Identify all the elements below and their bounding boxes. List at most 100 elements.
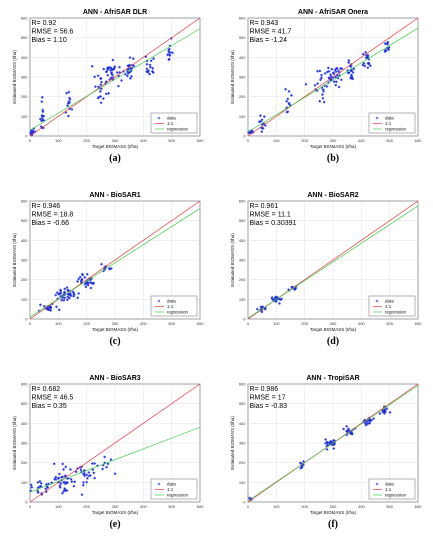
regression-line (30, 208, 200, 318)
data-point (80, 278, 84, 282)
data-point (347, 427, 350, 431)
chart-svg-b: 0 100 200 300 400 500 600 0 100 200 300 400 500 600 Ta… (230, 9, 422, 149)
y-tick-label: 100 (21, 480, 28, 485)
data-point (99, 95, 102, 98)
data-point (126, 74, 129, 78)
x-tick-label: 0 (29, 321, 32, 326)
x-tick-label: 400 (140, 504, 147, 509)
y-tick-label: 400 (21, 238, 28, 243)
data-point (319, 78, 322, 82)
data-point (83, 276, 87, 279)
data-point (279, 298, 282, 302)
data-point (316, 69, 319, 73)
x-tick-label: 300 (330, 321, 337, 326)
data-point (85, 480, 88, 484)
data-point (73, 480, 76, 484)
data-point (63, 291, 67, 294)
data-point (55, 291, 59, 294)
stat-label: Bias = 0.35 (32, 403, 67, 410)
data-point (57, 308, 61, 312)
data-point (128, 63, 131, 67)
legend-label: data (167, 482, 176, 487)
data-point (340, 67, 344, 71)
data-point (68, 296, 71, 300)
x-tick-label: 600 (197, 138, 204, 143)
y-tick-label: 400 (239, 421, 246, 426)
data-point (370, 419, 373, 422)
y-tick-label: 500 (21, 218, 28, 223)
data-point (145, 62, 149, 66)
data-point (63, 287, 67, 291)
x-axis-label: Target BIOMASS (t/ha) (92, 510, 139, 515)
x-tick-label: 400 (140, 321, 147, 326)
x-tick-label: 300 (112, 321, 119, 326)
x-tick-label: 300 (112, 504, 119, 509)
data-point (127, 67, 130, 71)
data-point (334, 83, 338, 87)
data-point (61, 491, 64, 495)
stat-label: Bias = -0.83 (250, 403, 288, 410)
data-point (113, 65, 117, 69)
data-point (300, 466, 304, 469)
y-tick-label: 400 (21, 421, 28, 426)
regression-line (248, 205, 418, 319)
data-point (56, 477, 60, 480)
data-point (132, 64, 136, 68)
legend-swatch (157, 116, 161, 120)
chart-svg-a: 0 100 200 300 400 500 600 0 100 200 300 400 500 600 Ta… (12, 9, 204, 149)
data-point (38, 479, 42, 483)
x-tick-label: 600 (415, 321, 422, 326)
data-point (58, 472, 61, 476)
legend-label: regression (385, 127, 407, 132)
legend-swatch (157, 299, 161, 303)
chart-panel-b: 0 100 200 300 400 500 600 0 100 200 300 400 500 600 Ta… (218, 0, 433, 183)
data-point (41, 110, 45, 113)
x-tick-label: 400 (140, 138, 147, 143)
data-point (329, 440, 333, 443)
data-point (66, 289, 70, 292)
data-point (100, 80, 103, 84)
x-tick-label: 600 (415, 138, 422, 143)
y-tick-label: 500 (21, 35, 28, 40)
data-point (44, 487, 48, 491)
data-point (93, 476, 96, 480)
data-point (342, 427, 345, 431)
data-point (383, 48, 387, 52)
data-point (49, 306, 53, 310)
data-point (77, 292, 81, 295)
data-point (60, 298, 63, 302)
data-point (149, 65, 152, 69)
data-point (383, 42, 387, 45)
data-point (100, 262, 103, 266)
data-point (365, 56, 369, 59)
data-point (327, 76, 331, 80)
data-point (322, 100, 326, 104)
data-point (59, 482, 63, 485)
stat-label: Bias = 1.10 (32, 37, 67, 44)
data-point (107, 66, 111, 70)
data-point (81, 273, 85, 277)
legend-label: 1:1 (167, 121, 174, 126)
panel-caption: (f) (328, 519, 338, 530)
legend-label: 1:1 (167, 304, 174, 309)
y-tick-label: 300 (239, 75, 246, 80)
data-point (80, 493, 84, 496)
stat-label: R= 0.961 (250, 203, 279, 210)
data-point (318, 69, 322, 73)
x-tick-label: 500 (386, 504, 393, 509)
data-point (65, 481, 69, 485)
x-tick-label: 0 (247, 138, 250, 143)
data-point (72, 484, 76, 488)
stat-label: R= 0.986 (250, 386, 279, 393)
data-point (383, 412, 386, 415)
x-tick-label: 0 (247, 321, 250, 326)
x-tick-label: 0 (29, 504, 32, 509)
y-axis-label: Estimated BIOMASS (t/ha) (230, 233, 235, 287)
x-tick-label: 200 (301, 321, 308, 326)
data-point (54, 478, 58, 481)
data-point (69, 477, 73, 481)
data-point (259, 120, 263, 123)
